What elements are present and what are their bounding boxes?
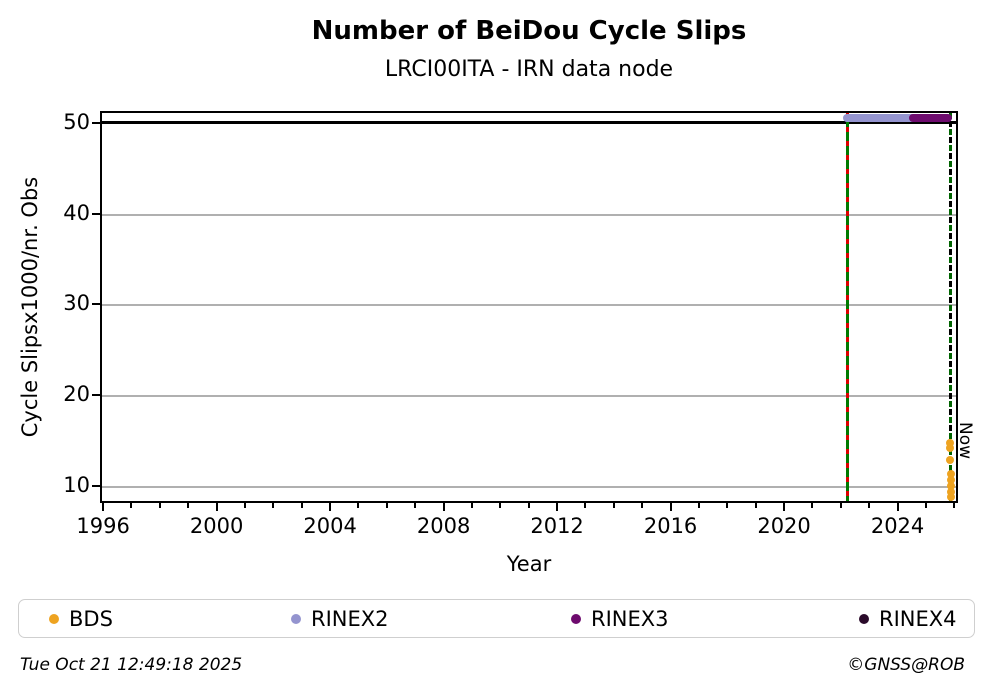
legend-label-bds: BDS	[69, 606, 113, 631]
legend-label-rinex3: RINEX3	[591, 606, 669, 631]
x-minor-tick	[868, 503, 871, 508]
x-major-tick	[442, 503, 445, 511]
x-tick-label: 2016	[643, 514, 698, 538]
x-tick-label: 1996	[76, 514, 130, 538]
x-minor-tick	[839, 503, 842, 508]
legend-item-rinex3: RINEX3	[571, 600, 669, 637]
x-minor-tick	[300, 503, 303, 508]
series-segment-rinex2	[843, 113, 917, 122]
legend-item-bds: BDS	[49, 600, 113, 637]
x-minor-tick	[754, 503, 757, 508]
x-minor-tick	[584, 503, 587, 508]
y-tick-label: 20	[63, 382, 90, 407]
legend-item-rinex4: RINEX4	[859, 600, 957, 637]
x-minor-tick	[697, 503, 700, 508]
x-tick-label: 2012	[530, 514, 584, 538]
x-minor-tick	[158, 503, 161, 508]
data-point-bds	[946, 481, 955, 490]
x-minor-tick	[243, 503, 246, 508]
x-major-tick	[896, 503, 899, 511]
y-major-tick	[92, 303, 100, 306]
x-minor-tick	[612, 503, 615, 508]
x-minor-tick	[527, 503, 530, 508]
x-major-tick	[102, 503, 105, 511]
legend-label-rinex2: RINEX2	[311, 606, 389, 631]
chart-title: Number of BeiDou Cycle Slips	[311, 16, 747, 46]
rinex2-legend-dot-icon	[291, 613, 301, 624]
x-minor-tick	[641, 503, 644, 508]
chart-subtitle: LRCI00ITA - IRN data node	[384, 57, 674, 82]
y-major-tick	[92, 212, 100, 215]
x-major-tick	[215, 503, 218, 511]
x-axis-label: Year	[506, 552, 552, 576]
data-point-bds	[946, 443, 955, 452]
data-point-bds	[946, 470, 955, 479]
x-minor-tick	[414, 503, 417, 508]
x-minor-tick	[953, 503, 956, 508]
gridline-y	[102, 213, 956, 216]
y-tick-label: 30	[63, 291, 90, 316]
x-major-tick	[329, 503, 332, 511]
x-tick-label: 2008	[416, 514, 471, 538]
now-label: Now	[954, 422, 975, 460]
data-point-bds	[946, 475, 955, 484]
rinex3-legend-dot-icon	[571, 613, 581, 624]
x-major-tick	[783, 503, 786, 511]
legend-label-rinex4: RINEX4	[879, 606, 957, 631]
gridline-y	[102, 304, 956, 307]
x-minor-tick	[470, 503, 473, 508]
series-segment-rinex3	[908, 113, 953, 122]
legend-item-rinex2: RINEX2	[291, 600, 389, 637]
data-point-bds	[946, 488, 955, 497]
gridline-y	[102, 485, 956, 488]
x-tick-label: 2024	[870, 514, 925, 538]
x-major-tick	[556, 503, 559, 511]
x-minor-tick	[187, 503, 190, 508]
x-minor-tick	[499, 503, 502, 508]
x-minor-tick	[811, 503, 814, 508]
y-tick-label: 10	[63, 472, 90, 497]
x-major-tick	[669, 503, 672, 511]
x-minor-tick	[357, 503, 360, 508]
x-minor-tick	[924, 503, 927, 508]
legend: BDS RINEX2 RINEX3 RINEX4	[18, 599, 975, 638]
data-point-bds	[946, 492, 955, 501]
x-tick-label: 2000	[189, 514, 244, 538]
x-minor-tick	[272, 503, 275, 508]
y-tick-label: 40	[63, 200, 90, 225]
data-point-bds	[946, 439, 955, 448]
copyright: ©GNSS@ROB	[847, 655, 965, 675]
y-major-tick	[92, 121, 100, 124]
data-point-bds	[946, 455, 955, 464]
x-tick-label: 2004	[303, 514, 357, 538]
y-major-tick	[92, 394, 100, 397]
rinex4-legend-dot-icon	[859, 613, 869, 624]
y-major-tick	[92, 484, 100, 487]
cap-line-50	[102, 121, 956, 125]
x-minor-tick	[385, 503, 388, 508]
event-line	[845, 113, 849, 501]
gridline-y	[102, 395, 956, 398]
now-line	[949, 113, 953, 501]
x-minor-tick	[130, 503, 133, 508]
plot-area	[100, 111, 958, 503]
x-minor-tick	[726, 503, 729, 508]
y-tick-label: 50	[63, 109, 90, 134]
bds-legend-dot-icon	[49, 613, 59, 624]
x-tick-label: 2020	[757, 514, 811, 538]
event-line-red-dashes	[845, 113, 849, 501]
timestamp: Tue Oct 21 12:49:18 2025	[20, 655, 243, 675]
